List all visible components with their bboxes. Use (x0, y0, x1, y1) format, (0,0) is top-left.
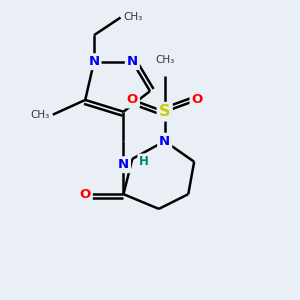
Text: O: O (191, 93, 203, 106)
Text: H: H (139, 155, 149, 168)
Text: S: S (159, 104, 170, 119)
Text: CH₃: CH₃ (155, 55, 174, 64)
Text: N: N (118, 158, 129, 171)
Text: N: N (127, 55, 138, 68)
Text: N: N (88, 55, 100, 68)
Text: O: O (80, 188, 91, 201)
Text: CH₃: CH₃ (31, 110, 50, 120)
Text: N: N (159, 135, 170, 148)
Text: O: O (127, 93, 138, 106)
Text: CH₃: CH₃ (124, 13, 143, 22)
